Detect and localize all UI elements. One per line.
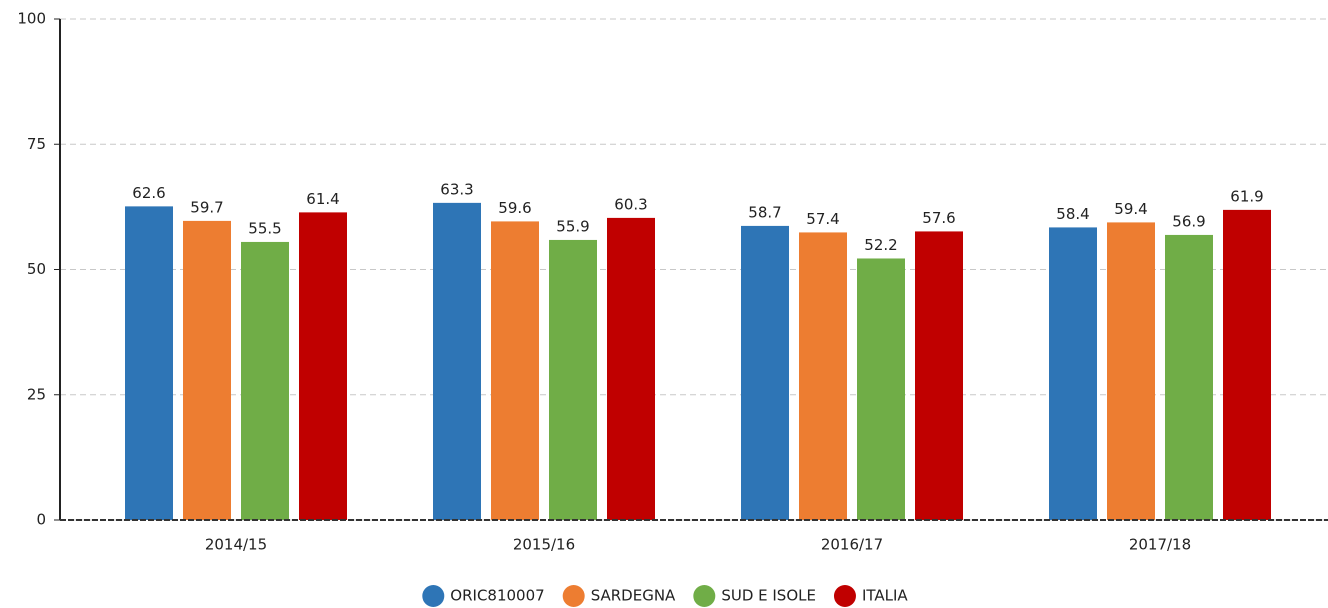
bar [299,212,347,521]
value-label: 55.9 [556,217,589,235]
legend-swatch [422,585,445,607]
y-tick-label: 25 [27,385,46,403]
x-tick-label: 2016/17 [821,536,883,554]
bar [915,231,963,520]
bar [1049,227,1097,520]
bar [125,206,173,520]
bar [183,220,231,520]
legend-swatch [693,585,716,607]
value-label: 57.4 [806,210,839,228]
bar [1107,222,1155,520]
bar [549,239,597,521]
bar [799,232,847,520]
legend-swatch [562,585,585,607]
bar [491,221,539,521]
bar [1223,209,1271,521]
legend-label: SARDEGNA [591,587,676,605]
legend-label: ITALIA [862,587,908,605]
value-label: 61.9 [1230,187,1263,205]
bar [607,217,655,520]
value-label: 59.7 [190,198,223,216]
value-label: 57.6 [922,209,955,227]
value-label: 58.4 [1056,205,1089,223]
bar [741,225,789,520]
legend-label: ORIC810007 [450,587,544,605]
value-label: 61.4 [306,190,339,208]
legend-swatch [833,585,856,607]
value-label: 52.2 [864,236,897,254]
y-tick-label: 50 [27,260,46,278]
value-label: 59.6 [498,199,531,217]
value-label: 63.3 [440,180,473,198]
value-label: 60.3 [614,195,647,213]
x-tick-label: 2015/16 [513,536,575,554]
x-tick-label: 2017/18 [1129,536,1191,554]
y-tick-label: 0 [36,511,46,529]
bar [1165,234,1213,520]
x-tick-label: 2014/15 [205,536,267,554]
y-tick-label: 100 [17,10,46,28]
value-label: 56.9 [1172,212,1205,230]
bar [241,241,289,520]
bar [857,258,905,520]
value-label: 59.4 [1114,200,1147,218]
bar [433,202,481,520]
value-label: 58.7 [748,203,781,221]
y-tick-label: 75 [27,135,46,153]
value-label: 62.6 [132,184,165,202]
legend-label: SUD E ISOLE [721,587,816,605]
value-label: 55.5 [248,219,281,237]
